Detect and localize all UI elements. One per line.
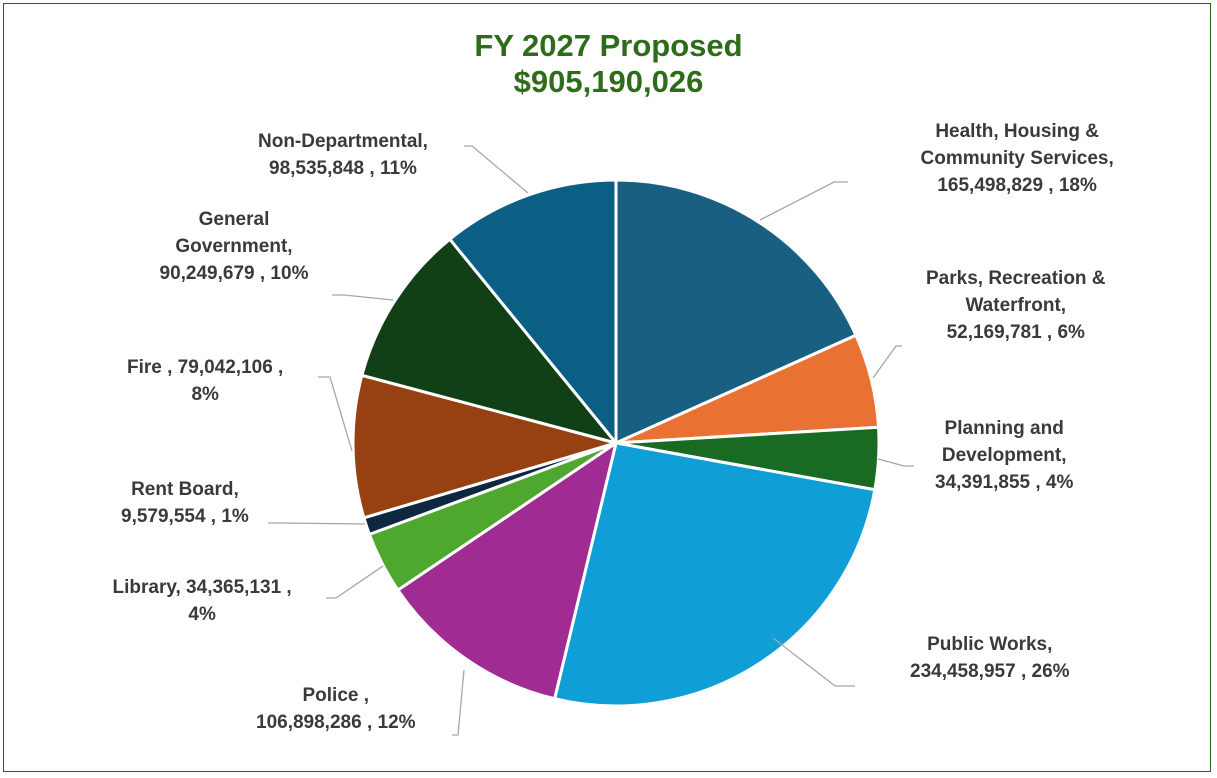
pie-slices — [351, 178, 881, 708]
slice-label-line: Library, 34,365,131 , — [112, 577, 292, 598]
slice-label-line: General — [198, 209, 270, 230]
leader-line — [877, 458, 914, 467]
leader-line — [872, 345, 902, 379]
slice-label-line: 98,535,848 , 11% — [269, 158, 417, 179]
chart-title: FY 2027 Proposed $905,190,026 — [0, 28, 1217, 100]
slice-label-line: 90,249,679 , 10% — [159, 263, 309, 284]
slice-label-line: Parks, Recreation & — [926, 268, 1106, 289]
pie-slice-health-housing-community-services — [614, 178, 858, 445]
slice-label: Fire , 79,042,106 , 8% — [127, 354, 283, 408]
pie-slice-fire — [351, 373, 618, 520]
slice-label-line: 34,391,855 , 4% — [935, 472, 1074, 493]
slice-label-line: Public Works, — [927, 634, 1053, 655]
pie-slice-non-departmental — [448, 178, 618, 445]
slice-label: Rent Board, 9,579,554 , 1% — [121, 476, 249, 530]
slice-label-line: 106,898,286 , 12% — [256, 712, 416, 733]
leader-lines — [268, 145, 914, 736]
slice-label: Public Works, 234,458,957 , 26% — [910, 631, 1070, 685]
chart-title-line-1: FY 2027 Proposed — [474, 28, 743, 63]
chart-title-line-2: $905,190,026 — [513, 64, 704, 99]
leader-line — [464, 145, 529, 194]
slice-label-line: 52,169,781 , 6% — [946, 322, 1085, 343]
leader-line — [268, 522, 366, 525]
slice-label-line: Police , — [302, 685, 370, 706]
slice-label: General Government, 90,249,679 , 10% — [160, 206, 309, 287]
slice-label-line: Non-Departmental, — [258, 131, 428, 152]
leader-line — [326, 565, 384, 599]
pie-slice-public-works — [553, 441, 877, 708]
slice-label: Library, 34,365,131 , 4% — [113, 574, 292, 628]
slice-label-line: 8% — [191, 384, 219, 405]
slice-label: Parks, Recreation & Waterfront, 52,169,781… — [926, 265, 1106, 346]
slice-label-line: 4% — [188, 604, 216, 625]
slice-label-line: Health, Housing & — [935, 121, 1099, 142]
slice-label-line: Waterfront, — [965, 295, 1067, 316]
slice-label: Police , 106,898,286 , 12% — [256, 682, 416, 736]
slice-label-line: 165,498,829 , 18% — [937, 175, 1097, 196]
slice-label-line: 9,579,554 , 1% — [121, 506, 249, 527]
slice-label: Health, Housing & Community Services, 165,… — [921, 118, 1114, 199]
slice-label-line: 234,458,957 , 26% — [910, 661, 1070, 682]
leader-line — [318, 376, 353, 452]
slice-label-line: Development, — [941, 445, 1067, 466]
slice-label-line: Fire , 79,042,106 , — [127, 357, 284, 378]
pie-slice-police — [396, 441, 618, 701]
slice-label-line: Government, — [175, 236, 293, 257]
slice-label: Planning and Development, 34,391,855 , 4% — [935, 415, 1073, 496]
leader-line — [772, 637, 855, 687]
slice-label-line: Rent Board, — [131, 479, 239, 500]
leader-line — [452, 669, 465, 736]
slice-label-line: Planning and — [944, 418, 1064, 439]
leader-line — [332, 294, 394, 301]
slice-label: Non-Departmental, 98,535,848 , 11% — [258, 128, 428, 182]
slice-label-line: Community Services, — [920, 148, 1114, 169]
leader-line — [759, 181, 848, 221]
pie-slice-general-government — [360, 237, 618, 445]
